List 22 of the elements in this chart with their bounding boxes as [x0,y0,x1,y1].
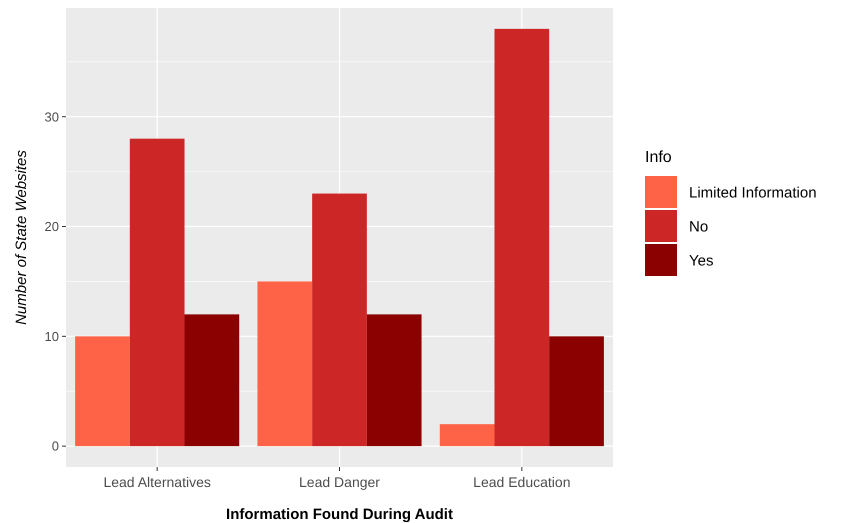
legend-label: Limited Information [689,184,817,202]
x-tick-label: Lead Danger [299,474,380,490]
bar [257,281,312,446]
legend-label: No [689,218,708,236]
bar [312,194,367,446]
y-tick-label: 30 [44,109,59,124]
y-tick-label: 20 [44,219,59,234]
bar [75,336,130,446]
y-tick-label: 0 [52,438,59,454]
legend-label: Yes [689,252,714,270]
x-tick-label: Lead Alternatives [103,474,211,490]
legend-title: Info [645,149,672,166]
y-tick-label: 10 [44,328,59,344]
x-axis-title: Information Found During Audit [226,506,453,523]
bar [440,424,494,446]
bar [130,138,185,446]
bar [494,28,550,446]
bar [366,314,422,446]
bar [549,336,604,446]
x-tick-label: Lead Education [473,474,570,490]
y-axis-title: Number of State Websites [13,150,30,325]
bar [184,314,240,446]
